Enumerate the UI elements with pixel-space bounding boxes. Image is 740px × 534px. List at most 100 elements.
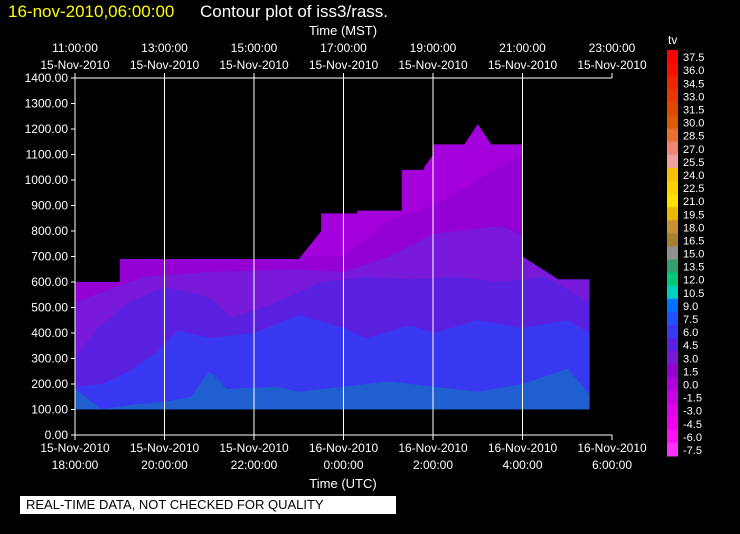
x-tick-label-date: 15-Nov-2010 — [40, 441, 110, 455]
colorbar-title: tv — [668, 33, 677, 47]
colorbar-level-label: 21.0 — [683, 196, 704, 208]
chart-title: Contour plot of iss3/rass. — [200, 2, 389, 21]
colorbar-level-label: 22.5 — [683, 183, 704, 195]
x-tick-label-time-top: 13:00:00 — [141, 41, 188, 55]
colorbar-swatch — [667, 338, 678, 352]
colorbar-level-label: -3.0 — [683, 406, 702, 418]
colorbar-swatch — [667, 351, 678, 365]
x-tick-label-time: 6:00:00 — [592, 458, 632, 472]
x-tick-label-time-top: 19:00:00 — [410, 41, 457, 55]
colorbar-swatch — [667, 429, 678, 444]
y-tick-label: 800.00 — [31, 224, 68, 238]
y-tick-label: 1200.00 — [25, 122, 69, 136]
colorbar-swatch — [667, 311, 678, 326]
colorbar-level-label: 3.0 — [683, 353, 698, 365]
y-tick-label: 1100.00 — [26, 148, 69, 162]
colorbar-swatch — [667, 102, 678, 116]
x-tick-label-time: 2:00:00 — [413, 458, 453, 472]
x-tick-label-time: 22:00:00 — [231, 458, 278, 472]
x-tick-label-date: 16-Nov-2010 — [577, 441, 647, 455]
y-tick-label: 200.00 — [31, 377, 68, 391]
colorbar-swatch — [667, 390, 678, 405]
colorbar-level-label: -4.5 — [683, 419, 702, 431]
colorbar-level-label: 16.5 — [683, 235, 704, 247]
colorbar-swatch — [667, 416, 678, 431]
x-tick-label-date-top: 15-Nov-2010 — [40, 58, 110, 72]
y-tick-label: 300.00 — [31, 352, 68, 366]
colorbar-level-label: 19.5 — [683, 209, 704, 221]
x-tick-label-date: 16-Nov-2010 — [398, 441, 468, 455]
colorbar-swatch — [667, 220, 678, 234]
colorbar-swatch — [667, 298, 678, 313]
colorbar-level-label: 6.0 — [683, 327, 698, 339]
colorbar-level-label: 34.5 — [683, 78, 704, 90]
contour-bands — [75, 123, 590, 410]
colorbar-swatch — [667, 403, 678, 418]
x-tick-label-time-top: 21:00:00 — [499, 41, 546, 55]
gridlines — [164, 78, 523, 435]
x-tick-label-date-top: 15-Nov-2010 — [219, 58, 289, 72]
y-tick-label: 900.00 — [31, 199, 68, 213]
y-tick-label: 0.00 — [45, 428, 69, 442]
x-tick-label-time: 20:00:00 — [141, 458, 188, 472]
x-tick-label-date-top: 15-Nov-2010 — [130, 58, 200, 72]
colorbar-level-label: 24.0 — [683, 170, 704, 182]
x-tick-label-date: 15-Nov-2010 — [219, 441, 289, 455]
x-tick-label-date: 16-Nov-2010 — [488, 441, 558, 455]
colorbar-level-label: -7.5 — [683, 445, 702, 457]
x-tick-label-date-top: 15-Nov-2010 — [488, 58, 558, 72]
y-tick-label: 1000.00 — [25, 173, 69, 187]
x-tick-label-date: 15-Nov-2010 — [130, 441, 200, 455]
y-tick-label: 400.00 — [31, 326, 68, 340]
x-tick-label-time-top: 17:00:00 — [320, 41, 367, 55]
colorbar-swatch — [667, 259, 678, 274]
colorbar-swatch — [667, 50, 678, 64]
colorbar-level-label: 18.0 — [683, 222, 704, 234]
colorbar-level-label: -6.0 — [683, 432, 702, 444]
colorbar-level-label: -1.5 — [683, 393, 702, 405]
y-tick-label: 600.00 — [31, 275, 68, 289]
y-tick-label: 1300.00 — [25, 97, 69, 111]
colorbar-level-label: 31.5 — [683, 104, 704, 116]
colorbar-swatch — [667, 89, 678, 103]
colorbar-swatch — [667, 167, 678, 182]
x-tick-label-date-top: 15-Nov-2010 — [577, 58, 647, 72]
colorbar-level-label: 9.0 — [683, 301, 698, 313]
colorbar-level-label: 28.5 — [683, 131, 704, 143]
x-tick-label-date-top: 15-Nov-2010 — [309, 58, 379, 72]
colorbar-swatch — [667, 377, 678, 392]
colorbar-level-label: 37.5 — [683, 52, 704, 64]
colorbar-swatch — [667, 285, 678, 300]
colorbar-swatch — [667, 141, 678, 156]
x-tick-label-time-top: 15:00:00 — [231, 41, 278, 55]
colorbar-swatch — [667, 207, 678, 221]
colorbar-swatch — [667, 272, 678, 287]
colorbar: tv 37.536.034.533.031.5 30.028.527.025.524… — [667, 33, 704, 457]
contour-band — [75, 368, 590, 410]
colorbar-swatch — [667, 115, 678, 130]
header-datetime: 16-nov-2010,06:00:00 — [8, 2, 175, 21]
colorbar-swatch — [667, 364, 678, 378]
x-tick-label-date-top: 15-Nov-2010 — [398, 58, 468, 72]
axes: 0.00 100.00 200.00 300.00 400.00 500.00 600.00… — [25, 41, 647, 472]
colorbar-level-label: 0.0 — [683, 380, 698, 392]
colorbar-swatch — [667, 194, 678, 208]
colorbar-level-label: 33.0 — [683, 91, 704, 103]
x-tick-label-time: 18:00:00 — [52, 458, 99, 472]
colorbar-level-label: 7.5 — [683, 314, 698, 326]
colorbar-level-label: 30.0 — [683, 118, 704, 130]
colorbar-level-label: 12.0 — [683, 275, 704, 287]
colorbar-swatch — [667, 154, 678, 169]
x-axis-label-bottom: Time (UTC) — [309, 476, 376, 491]
colorbar-level-label: 15.0 — [683, 249, 704, 261]
colorbar-swatch — [667, 246, 678, 261]
colorbar-swatch — [667, 63, 678, 77]
colorbar-swatch — [667, 180, 678, 195]
x-tick-label-time: 0:00:00 — [323, 458, 363, 472]
colorbar-level-label: 4.5 — [683, 340, 698, 352]
colorbar-level-label: 13.5 — [683, 262, 704, 274]
colorbar-level-label: 27.0 — [683, 144, 704, 156]
y-tick-label: 1400.00 — [25, 71, 69, 85]
colorbar-swatch — [667, 233, 678, 247]
